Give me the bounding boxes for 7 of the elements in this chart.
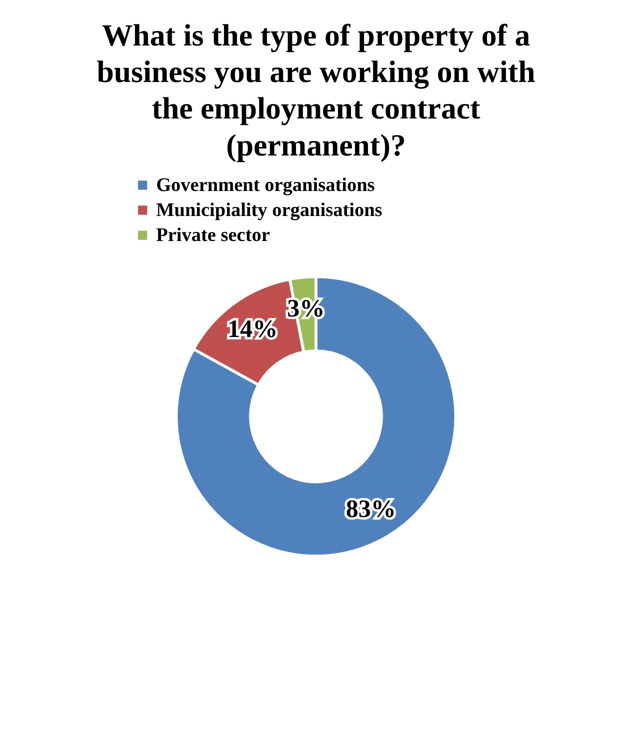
legend-label: Government organisations (156, 174, 376, 196)
data-label: 14% (228, 316, 278, 343)
legend-label: Municipiality organisations (156, 200, 383, 222)
chart-title: What is the type of property of a business you are working on with the employment contract (permanent)? (96, 18, 536, 162)
donut-slice (174, 275, 458, 558)
legend-label: Private sector (156, 225, 270, 246)
data-label: 83% (346, 496, 396, 523)
